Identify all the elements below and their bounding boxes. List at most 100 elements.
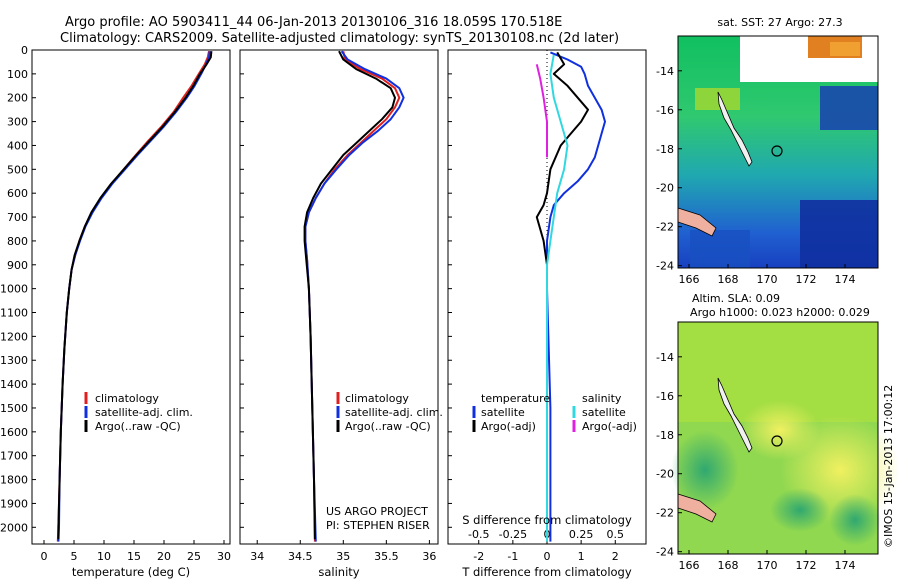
sla-low-blob: [829, 494, 881, 546]
y-tick-label: 1500: [0, 402, 28, 415]
x-top-tick-label: 0.5: [607, 528, 625, 541]
map-y-tick-label: -16: [656, 390, 674, 403]
y-tick-label: 1800: [0, 474, 28, 487]
map-y-tick-label: -14: [656, 65, 674, 78]
x-top-tick-label: -0.25: [499, 528, 527, 541]
x-tick-label: 0: [41, 550, 48, 563]
x-tick-label: 15: [127, 550, 141, 563]
sst-coastline-vanuatu: [717, 91, 753, 167]
salinity-legend: climatology satellite-adj. clim. Argo(..…: [326, 392, 443, 532]
y-tick-label: 1000: [0, 283, 28, 296]
y-tick-label: 400: [7, 139, 28, 152]
x-tick-label: -2: [473, 550, 484, 563]
map-x-tick-label: 174: [835, 559, 856, 572]
sla-map: [671, 321, 900, 555]
legend-label-s-satellite: satellite: [582, 406, 626, 419]
y-tick-label: 300: [7, 116, 28, 129]
difference-xlabel-top: S difference from climatology: [462, 513, 632, 527]
x-tick-label: 35: [336, 550, 350, 563]
temperature-panel: [31, 49, 231, 545]
legend-label-satellite: satellite-adj. clim.: [345, 406, 443, 419]
map-x-tick-label: 174: [835, 273, 856, 286]
sst-blue-patch: [820, 86, 878, 130]
y-tick-label: 1900: [0, 497, 28, 510]
x-tick-label: 2: [612, 550, 619, 563]
map-y-tick-label: -16: [656, 104, 674, 117]
map-x-tick-label: 166: [679, 273, 700, 286]
map-x-tick-label: 168: [718, 559, 739, 572]
header-line-1: Argo profile: AO 5903411_44 06-Jan-2013 …: [65, 15, 562, 30]
x-tick-label: 25: [187, 550, 201, 563]
salinity-xlabel: salinity: [318, 565, 359, 579]
legend-label-s-argo: Argo(-adj): [582, 420, 637, 433]
sst-float-marker: [771, 145, 783, 157]
difference-legend: temperature salinity satellite Argo(-adj…: [472, 392, 637, 433]
series-line-argo: [57, 51, 213, 540]
y-tick-label: 1200: [0, 330, 28, 343]
sla-map-frame: [677, 321, 879, 555]
difference-xlabel: T difference from climatology: [461, 565, 632, 579]
legend-label-t-argo: Argo(-adj): [481, 420, 536, 433]
y-tick-label: 500: [7, 163, 28, 176]
legend-label-climatology: climatology: [345, 392, 409, 405]
temperature-xlabel: temperature (deg C): [72, 565, 190, 579]
map-y-tick-label: -20: [656, 182, 674, 195]
x-top-tick-label: 0.25: [569, 528, 594, 541]
y-tick-label: 200: [7, 92, 28, 105]
y-tick-label: 1400: [0, 378, 28, 391]
sst-map-frame: [677, 35, 879, 269]
sst-yellow-patch: [695, 88, 740, 110]
x-tick-label: 30: [217, 550, 231, 563]
map-x-tick-label: 172: [796, 273, 817, 286]
temperature-legend: climatology satellite-adj. clim. Argo(..…: [84, 392, 193, 433]
sla-high-blob-2: [740, 400, 820, 460]
series-line-argo: [303, 50, 396, 540]
legend-label-t-satellite: satellite: [481, 406, 525, 419]
project-credit: US ARGO PROJECT: [326, 505, 428, 518]
series-line-sat_diff: [546, 54, 569, 542]
x-top-tick-label: -0.5: [468, 528, 489, 541]
series-line-argo_sdiff: [535, 64, 548, 158]
map-y-tick-label: -18: [656, 429, 674, 442]
x-tick-label: 36: [422, 550, 436, 563]
x-tick-label: 34.5: [288, 550, 313, 563]
sla-coastline-vanuatu: [717, 377, 753, 453]
sst-map-title: sat. SST: 27 Argo: 27.3: [717, 16, 842, 29]
pi-credit: PI: STEPHEN RISER: [326, 519, 430, 532]
x-tick-label: 0: [544, 550, 551, 563]
sla-map-title-2: Argo h1000: 0.023 h2000: 0.029: [690, 306, 870, 319]
sst-blue-patch-3: [690, 230, 750, 268]
y-tick-label: 800: [7, 235, 28, 248]
y-tick-label: 1700: [0, 450, 28, 463]
sla-low-blob-2: [671, 430, 739, 510]
x-tick-label: 10: [97, 550, 111, 563]
x-tick-label: 20: [157, 550, 171, 563]
legend-label-argo: Argo(..raw -QC): [345, 420, 431, 433]
y-tick-label: 900: [7, 259, 28, 272]
x-tick-label: -1: [507, 550, 518, 563]
sla-float-marker: [771, 435, 783, 447]
y-tick-label: 1300: [0, 354, 28, 367]
sla-map-title-1: Altim. SLA: 0.09: [692, 292, 780, 305]
header-line-2: Climatology: CARS2009. Satellite-adjuste…: [60, 31, 619, 46]
map-y-tick-label: -22: [656, 507, 674, 520]
x-tick-label: 35.5: [374, 550, 399, 563]
y-tick-label: 100: [7, 68, 28, 81]
x-tick-label: 34: [250, 550, 264, 563]
sst-blue-patch-2: [800, 200, 878, 268]
map-y-tick-label: -22: [656, 221, 674, 234]
map-x-tick-label: 170: [757, 273, 778, 286]
y-tick-label: 2000: [0, 521, 28, 534]
y-tick-label: 1600: [0, 426, 28, 439]
map-x-tick-label: 166: [679, 559, 700, 572]
map-x-tick-label: 168: [718, 273, 739, 286]
sla-low-blob-3: [770, 488, 830, 532]
legend-label-satellite: satellite-adj. clim.: [95, 406, 193, 419]
map-y-tick-label: -14: [656, 351, 674, 364]
map-x-tick-label: 170: [757, 559, 778, 572]
y-tick-label: 600: [7, 187, 28, 200]
map-y-tick-label: -20: [656, 468, 674, 481]
map-y-tick-label: -18: [656, 143, 674, 156]
salinity-panel: [239, 49, 439, 545]
